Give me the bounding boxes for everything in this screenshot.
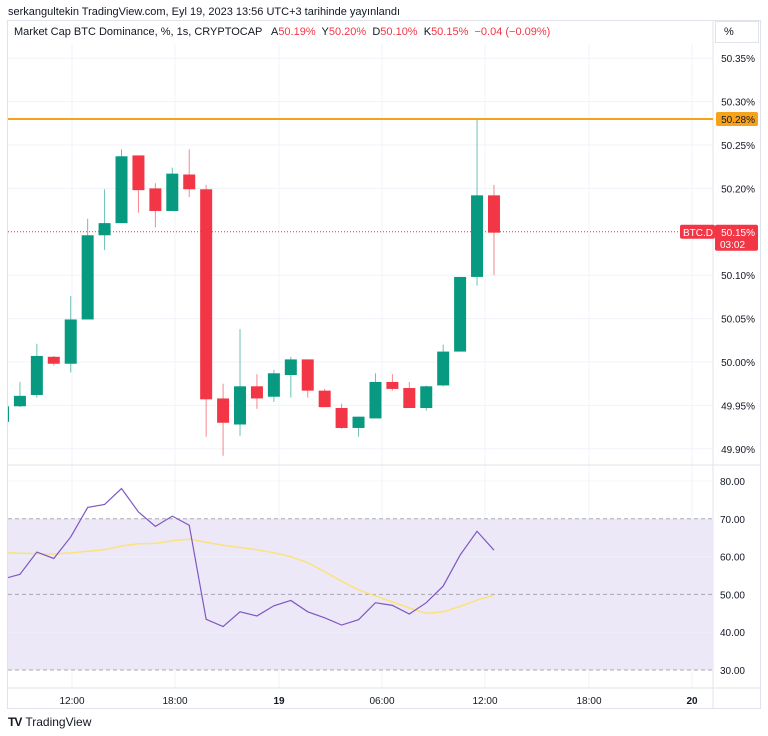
price-axis-label: 50.05% bbox=[721, 315, 755, 326]
alert-price-label: 50.28% bbox=[721, 115, 755, 126]
candle-up bbox=[30, 355, 43, 395]
rsi-axis-label: 30.00 bbox=[720, 666, 745, 677]
price-axis-label: 49.95% bbox=[721, 401, 755, 412]
low-label: D bbox=[372, 26, 381, 38]
candle-down bbox=[487, 195, 500, 233]
candle-up bbox=[8, 406, 9, 422]
rsi-axis-label: 80.00 bbox=[720, 477, 745, 488]
candle-up bbox=[166, 173, 179, 211]
ohlc-legend: Market Cap BTC Dominance, %, 1s, CRYPTOC… bbox=[14, 26, 550, 38]
rsi-axis-label: 40.00 bbox=[720, 628, 745, 639]
price-axis-label: 50.30% bbox=[721, 98, 755, 109]
rsi-axis-label: 50.00 bbox=[720, 590, 745, 601]
candle-down bbox=[217, 398, 230, 423]
candle-down bbox=[183, 174, 196, 190]
rsi-axis-label: 70.00 bbox=[720, 515, 745, 526]
time-axis-label: 18:00 bbox=[162, 696, 187, 707]
candle-down bbox=[47, 356, 60, 364]
time-axis-label: 12:00 bbox=[59, 696, 84, 707]
brand-name: TradingView bbox=[25, 715, 92, 729]
time-axis-label: 19 bbox=[273, 696, 285, 707]
candle-up bbox=[98, 223, 111, 236]
candle-up bbox=[284, 359, 297, 376]
candle-up bbox=[64, 319, 77, 364]
price-axis-label: 50.10% bbox=[721, 271, 755, 282]
candle-up bbox=[420, 386, 433, 409]
rsi-ma-line bbox=[8, 538, 495, 615]
price-axis-label: 50.35% bbox=[721, 54, 755, 65]
price-axis-label: 50.00% bbox=[721, 358, 755, 369]
alert-price-tag bbox=[716, 111, 758, 126]
candles bbox=[8, 119, 500, 456]
tradingview-logo[interactable]: TV TradingView bbox=[8, 715, 91, 729]
candle-up bbox=[13, 395, 26, 407]
close-label: K bbox=[423, 26, 432, 38]
chart-frame bbox=[7, 20, 761, 709]
candle-up bbox=[454, 276, 467, 352]
candle-up bbox=[115, 156, 128, 224]
open-label: A bbox=[270, 26, 279, 38]
countdown-label: 03:02 bbox=[720, 240, 745, 251]
candle-up bbox=[471, 195, 484, 277]
low-value: 50.10% bbox=[380, 26, 418, 38]
time-axis-label: 20 bbox=[686, 696, 698, 707]
candle-up bbox=[81, 235, 94, 320]
time-axis-label: 06:00 bbox=[369, 696, 394, 707]
published-caption: serkangultekin TradingView.com, Eyl 19, … bbox=[8, 6, 401, 18]
candle-up bbox=[352, 416, 365, 428]
tradingview-logo-icon: TV bbox=[8, 715, 22, 729]
price-axis-label: 49.90% bbox=[721, 445, 755, 456]
time-axis-label: 12:00 bbox=[472, 696, 497, 707]
candle-down bbox=[318, 390, 331, 408]
symbol-tag-label: BTC.D bbox=[683, 228, 713, 239]
time-axis-label: 18:00 bbox=[576, 696, 601, 707]
candle-up bbox=[234, 386, 247, 425]
high-label: Y bbox=[321, 26, 329, 38]
candle-down bbox=[200, 189, 213, 400]
price-axis-label: 50.20% bbox=[721, 184, 755, 195]
candle-down bbox=[301, 359, 314, 391]
rsi-line bbox=[8, 487, 495, 628]
candle-up bbox=[267, 373, 280, 397]
candle-down bbox=[132, 155, 145, 191]
change-value: −0.04 (−0.09%) bbox=[474, 26, 551, 38]
last-price-tag bbox=[715, 224, 758, 251]
close-value: 50.15% bbox=[431, 26, 469, 38]
candle-up bbox=[369, 381, 382, 419]
last-price-label: 50.15% bbox=[721, 228, 755, 239]
rsi-axis-label: 60.00 bbox=[720, 553, 745, 564]
high-value: 50.20% bbox=[328, 26, 367, 38]
symbol-tag bbox=[680, 224, 715, 239]
open-value: 50.19% bbox=[278, 26, 316, 38]
candle-down bbox=[250, 386, 263, 399]
candle-down bbox=[403, 388, 416, 409]
candle-up bbox=[437, 351, 450, 386]
candle-down bbox=[386, 381, 399, 389]
symbol-description: Market Cap BTC Dominance, %, 1s, CRYPTOC… bbox=[14, 26, 263, 38]
candle-down bbox=[149, 188, 162, 211]
price-axis-label: 50.25% bbox=[721, 141, 755, 152]
candle-down bbox=[335, 408, 348, 428]
percent-scale-button[interactable]: % bbox=[715, 21, 759, 43]
